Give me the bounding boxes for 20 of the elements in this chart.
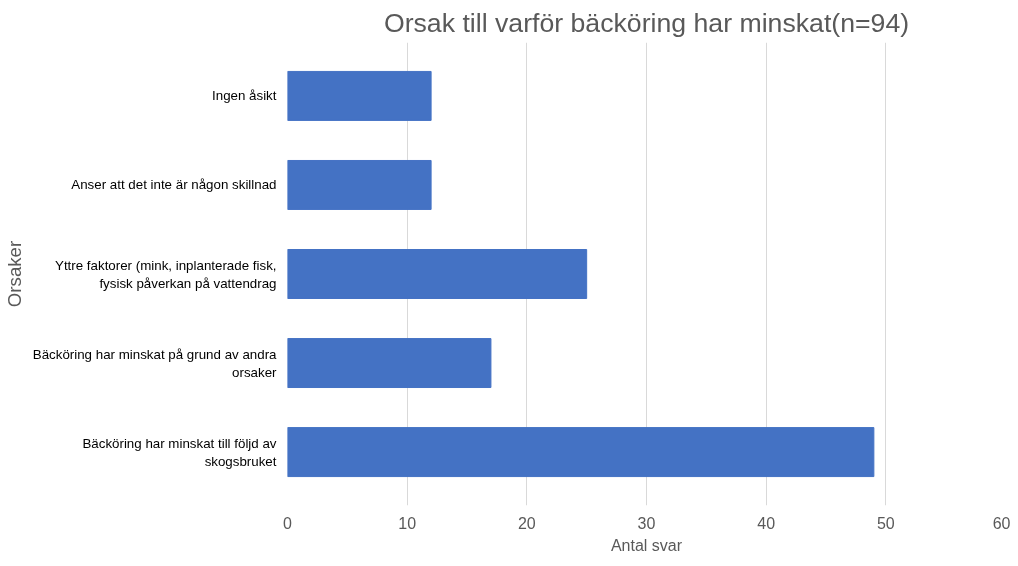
y-tick-label: Ingen åsikt [212, 88, 277, 104]
chart-title: Orsak till varför bäcköring har minskat(n=94) [383, 7, 910, 38]
bar [287, 159, 432, 210]
y-axis-title: Orsaker [3, 240, 25, 308]
bar [287, 427, 875, 478]
x-tick-label: 30 [637, 514, 656, 532]
bar [287, 70, 432, 121]
x-tick-label: 40 [757, 514, 776, 532]
y-tick-label: Bäcköring har minskat till följd av skogsbruket [82, 435, 277, 469]
x-tick-label: 0 [283, 514, 293, 532]
x-tick-label: 60 [992, 514, 1011, 532]
x-tick-label: 50 [876, 514, 895, 532]
bar [287, 249, 588, 299]
y-tick-label: Bäcköring har minskat på grund av andra orsaker [32, 346, 278, 380]
y-tick-label: Yttre faktorer (mink, inplanterade fisk, fysisk påverkan på vattendrag [55, 257, 277, 291]
x-tick-label: 20 [517, 514, 536, 532]
y-tick-label: Anser att det inte är någon skillnad [71, 177, 277, 193]
x-axis-title: Antal svar [610, 536, 683, 554]
bar [287, 338, 492, 389]
x-tick-label: 10 [398, 514, 417, 532]
